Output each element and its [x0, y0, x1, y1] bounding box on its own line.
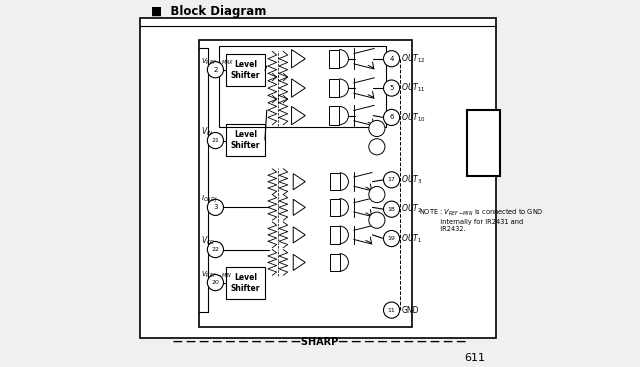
Text: 20: 20 [211, 280, 220, 285]
Text: Level
Shifter: Level Shifter [231, 61, 260, 80]
Text: $OUT_{11}$: $OUT_{11}$ [401, 82, 426, 94]
Text: 18: 18 [388, 207, 396, 212]
Circle shape [207, 132, 223, 149]
Text: 4: 4 [389, 56, 394, 62]
Text: 5: 5 [389, 85, 394, 91]
Polygon shape [293, 254, 305, 270]
Polygon shape [293, 174, 305, 190]
Bar [199, 40, 412, 327]
Polygon shape [292, 106, 305, 125]
Text: 2: 2 [213, 67, 218, 73]
Text: Level
Shifter: Level Shifter [231, 273, 260, 292]
Bar [467, 110, 500, 176]
Text: $V_{CC}$: $V_{CC}$ [201, 235, 216, 247]
Circle shape [369, 120, 385, 137]
Text: Level
Shifter: Level Shifter [231, 130, 260, 149]
Circle shape [383, 80, 399, 96]
Bar [140, 18, 496, 338]
Circle shape [207, 199, 223, 215]
Bar [330, 226, 340, 244]
Text: 22: 22 [211, 247, 220, 252]
Text: — — — — — — — — — —SHARP— — — — — — — — — —: — — — — — — — — — —SHARP— — — — — — — — … [173, 337, 467, 348]
Text: 11: 11 [388, 308, 396, 313]
Bar [219, 46, 386, 127]
Text: $V_{REF-MAX}$: $V_{REF-MAX}$ [201, 57, 234, 67]
Circle shape [383, 51, 399, 67]
Bar [329, 106, 339, 125]
Bar [330, 254, 340, 271]
Circle shape [383, 172, 399, 188]
Circle shape [369, 212, 385, 228]
Circle shape [369, 186, 385, 203]
Circle shape [207, 241, 223, 258]
Text: 21: 21 [211, 138, 220, 143]
Text: 611: 611 [464, 353, 485, 363]
Polygon shape [292, 79, 305, 97]
Bar [227, 54, 265, 86]
Bar [329, 50, 339, 68]
Circle shape [383, 230, 399, 247]
Text: 17: 17 [388, 177, 396, 182]
Bar [227, 267, 265, 299]
Circle shape [207, 275, 223, 291]
Text: 3: 3 [213, 204, 218, 210]
Bar [227, 124, 265, 156]
Text: $OUT_{10}$: $OUT_{10}$ [401, 111, 426, 124]
Polygon shape [292, 50, 305, 68]
Circle shape [383, 109, 399, 126]
Text: GND: GND [401, 306, 419, 315]
Text: $OUT_{12}$: $OUT_{12}$ [401, 52, 426, 65]
Circle shape [383, 302, 399, 318]
Text: $OUT_{2}$: $OUT_{2}$ [401, 203, 422, 215]
Text: $OUT_{1}$: $OUT_{1}$ [401, 232, 422, 245]
Text: 10: 10 [472, 134, 495, 152]
Bar [329, 79, 339, 97]
Circle shape [207, 62, 223, 78]
Text: $I_{OADJ}$: $I_{OADJ}$ [201, 193, 217, 205]
Text: 19: 19 [388, 236, 396, 241]
Text: $OUT_{3}$: $OUT_{3}$ [401, 174, 423, 186]
Text: $V_{REF-MIN}$: $V_{REF-MIN}$ [201, 270, 232, 280]
Bar [330, 173, 340, 190]
Polygon shape [293, 199, 305, 215]
Bar [330, 199, 340, 216]
Polygon shape [293, 227, 305, 243]
Circle shape [369, 139, 385, 155]
Text: $V_{IN}$: $V_{IN}$ [201, 125, 213, 138]
Text: ■  Block Diagram: ■ Block Diagram [151, 4, 266, 18]
Text: NOTE : $V_{REF-MIN}$ is connected to GND
          internally for IR2431 and
   : NOTE : $V_{REF-MIN}$ is connected to GND… [419, 208, 543, 232]
Text: 6: 6 [389, 115, 394, 120]
Circle shape [383, 201, 399, 217]
